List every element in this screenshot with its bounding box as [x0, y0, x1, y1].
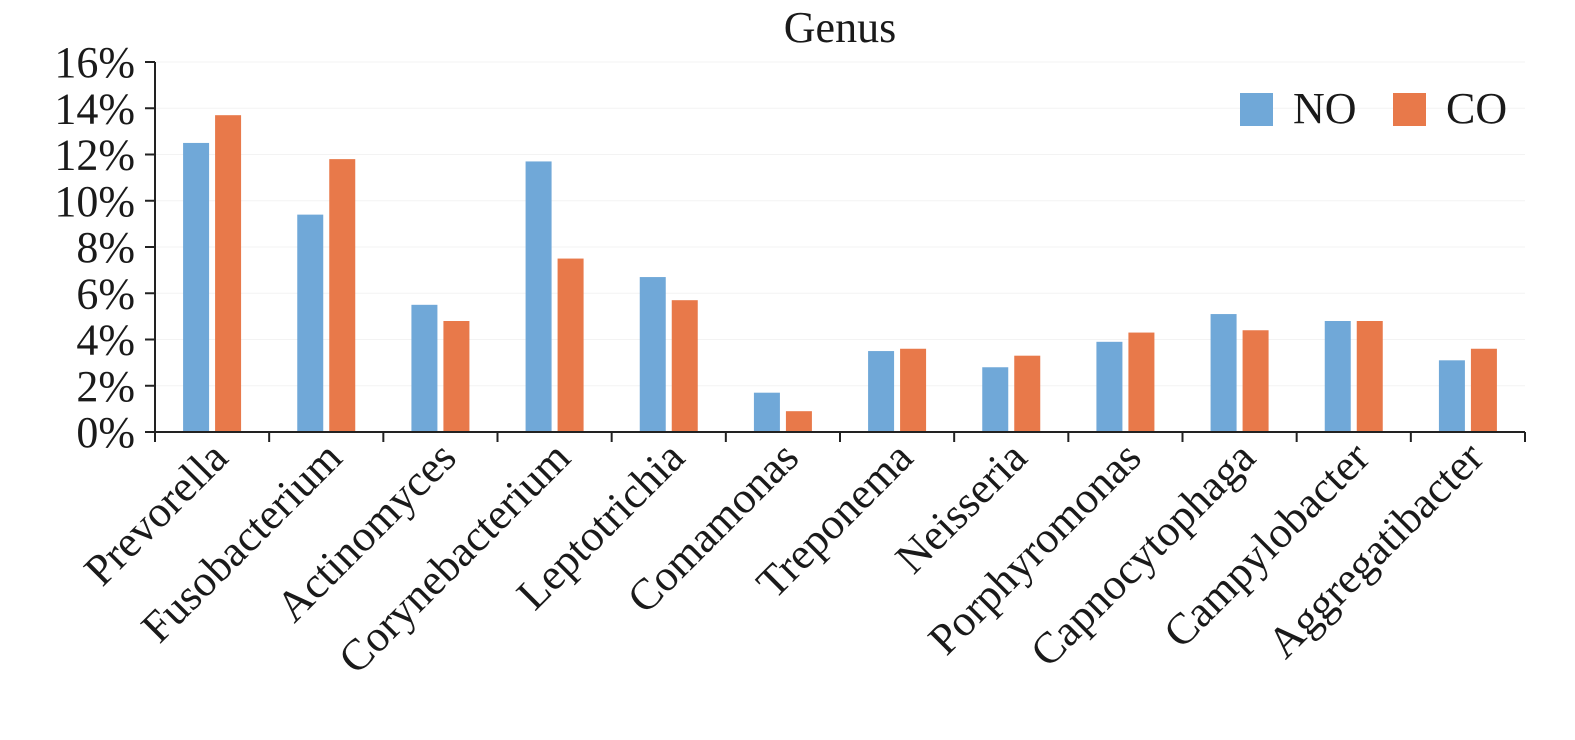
bar-no-campylobacter — [1324, 321, 1351, 432]
bar-no-leptotrichia — [639, 277, 666, 432]
y-tick-label: 2% — [76, 362, 135, 411]
bar-co-actinomyces — [443, 321, 470, 432]
bar-no-porphyromonas — [1096, 341, 1123, 432]
bar-co-fusobacterium — [329, 159, 356, 432]
bar-no-aggregatibacter — [1438, 360, 1465, 432]
x-tick-label: Fusobacterium — [132, 432, 352, 652]
bar-co-leptotrichia — [671, 300, 698, 432]
legend-label-no: NO — [1293, 84, 1357, 133]
bar-no-fusobacterium — [297, 214, 324, 432]
y-tick-label: 4% — [76, 316, 135, 365]
bar-co-prevorella — [215, 115, 242, 432]
bar-co-neisseria — [1014, 355, 1041, 432]
bar-co-corynebacterium — [557, 258, 584, 432]
bar-co-comamonas — [785, 411, 812, 432]
y-tick-label: 8% — [76, 223, 135, 272]
bar-no-neisseria — [982, 367, 1009, 432]
y-tick-label: 6% — [76, 269, 135, 318]
bar-co-capnocytophaga — [1242, 330, 1269, 432]
y-tick-label: 10% — [54, 177, 135, 226]
bar-co-porphyromonas — [1128, 332, 1155, 432]
legend-label-co: CO — [1446, 84, 1507, 133]
legend: NO CO — [1240, 84, 1507, 133]
legend-swatch-no — [1240, 93, 1273, 126]
chart-title: Genus — [784, 3, 896, 52]
y-tick-label: 12% — [54, 131, 135, 180]
bar-no-prevorella — [183, 142, 210, 432]
legend-swatch-co — [1393, 93, 1426, 126]
bar-no-treponema — [868, 351, 895, 432]
bar-no-actinomyces — [411, 304, 438, 432]
bar-co-treponema — [900, 348, 927, 432]
y-axis: 0%2%4%6%8%10%12%14%16% — [54, 38, 1525, 457]
y-tick-label: 0% — [76, 408, 135, 457]
bar-co-campylobacter — [1356, 321, 1383, 432]
bar-co-aggregatibacter — [1470, 348, 1497, 432]
bar-no-corynebacterium — [525, 161, 552, 432]
bars — [183, 115, 1497, 432]
x-axis: PrevorellaFusobacteriumActinomycesCoryne… — [75, 431, 1526, 683]
bar-no-comamonas — [753, 392, 780, 432]
y-tick-label: 16% — [54, 38, 135, 87]
y-tick-label: 14% — [54, 84, 135, 133]
bar-no-capnocytophaga — [1210, 314, 1237, 432]
